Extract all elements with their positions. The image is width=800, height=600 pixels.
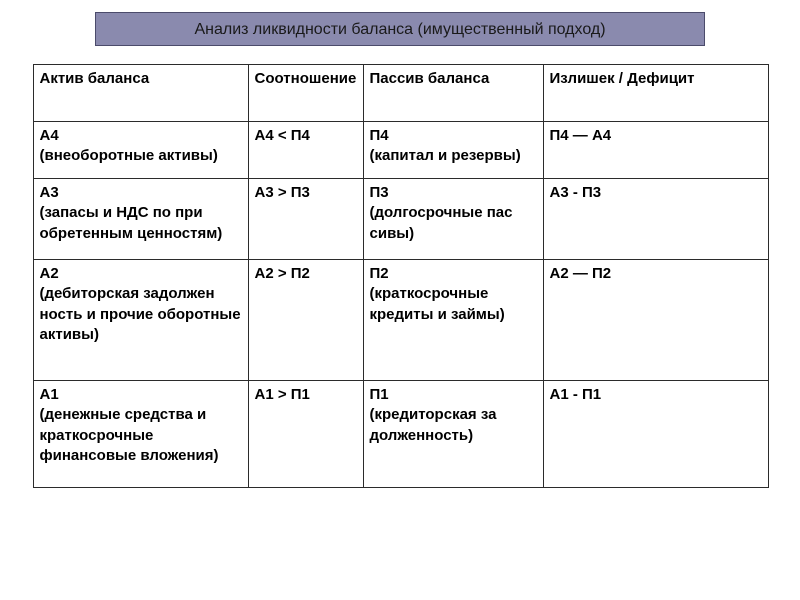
- cell-asset: А2 (дебиторская задолжен ность и прочие …: [33, 260, 248, 381]
- cell-asset: А3 (запасы и НДС по при обретенным ценно…: [33, 179, 248, 260]
- cell-surplus: П4 — А4: [543, 122, 768, 179]
- liquidity-table-wrap: Актив баланса Соотношение Пассив баланса…: [33, 64, 768, 488]
- cell-surplus: А1 - П1: [543, 381, 768, 488]
- cell-relation: А1 > П1: [248, 381, 363, 488]
- col-header-surplus: Излишек / Дефицит: [543, 65, 768, 122]
- cell-asset: А4 (внеоборотные активы): [33, 122, 248, 179]
- cell-relation: А2 > П2: [248, 260, 363, 381]
- table-row: А1 (денежные средства и краткосрочные фи…: [33, 381, 768, 488]
- cell-liab: П1 (кредиторская за долженность): [363, 381, 543, 488]
- col-header-asset: Актив баланса: [33, 65, 248, 122]
- slide: Анализ ликвидности баланса (имущественны…: [0, 0, 800, 600]
- cell-liab: П4 (капитал и резервы): [363, 122, 543, 179]
- title-text: Анализ ликвидности баланса (имущественны…: [194, 21, 605, 38]
- table-row: А2 (дебиторская задолжен ность и прочие …: [33, 260, 768, 381]
- liquidity-table: Актив баланса Соотношение Пассив баланса…: [33, 64, 769, 488]
- table-row: А4 (внеоборотные активы) А4 < П4 П4 (кап…: [33, 122, 768, 179]
- cell-surplus: А2 — П2: [543, 260, 768, 381]
- table-header-row: Актив баланса Соотношение Пассив баланса…: [33, 65, 768, 122]
- cell-relation: А3 > П3: [248, 179, 363, 260]
- col-header-liab: Пассив баланса: [363, 65, 543, 122]
- title-bar: Анализ ликвидности баланса (имущественны…: [95, 12, 705, 46]
- cell-liab: П3 (долгосрочные пас сивы): [363, 179, 543, 260]
- cell-liab: П2 (краткосрочные кредиты и займы): [363, 260, 543, 381]
- cell-relation: А4 < П4: [248, 122, 363, 179]
- cell-surplus: А3 - П3: [543, 179, 768, 260]
- cell-asset: А1 (денежные средства и краткосрочные фи…: [33, 381, 248, 488]
- table-row: А3 (запасы и НДС по при обретенным ценно…: [33, 179, 768, 260]
- col-header-relation: Соотношение: [248, 65, 363, 122]
